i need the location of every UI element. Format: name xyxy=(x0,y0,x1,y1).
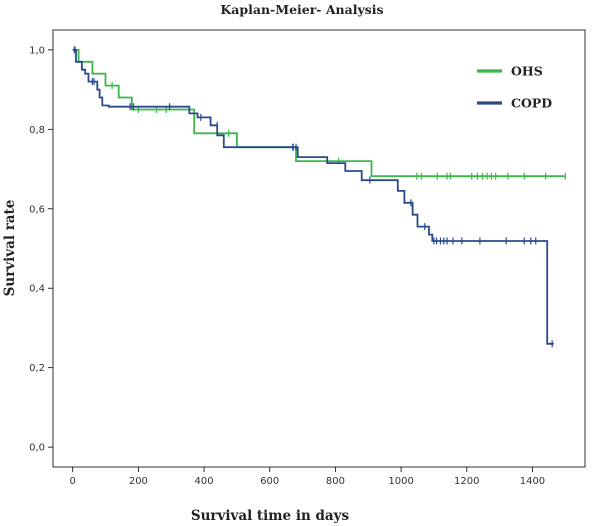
chart-title: Kaplan-Meier- Analysis xyxy=(220,2,383,17)
x-tick-label: 200 xyxy=(129,476,148,487)
legend-label-copd: COPD xyxy=(511,96,552,111)
y-tick-label: 0,4 xyxy=(29,284,45,295)
y-axis-label: Survival rate xyxy=(2,200,18,297)
survival-curve-copd xyxy=(72,49,554,345)
legend-label-ohs: OHS xyxy=(511,64,543,79)
y-tick-label: 0,8 xyxy=(29,125,45,136)
axis-ticks: 0 200 400 600 800 1000 1200 1400 0,0 0,2 0,4 0,6 0,8… xyxy=(29,45,545,487)
series-copd xyxy=(72,46,554,348)
plot-frame xyxy=(52,29,586,468)
y-tick-label: 0,0 xyxy=(29,443,45,454)
y-tick-label: 0,2 xyxy=(29,363,45,374)
y-tick-label: 1,0 xyxy=(29,45,45,56)
legend: OHS COPD xyxy=(477,64,552,111)
x-tick-label: 1200 xyxy=(454,476,479,487)
x-tick-label: 400 xyxy=(195,476,214,487)
x-tick-label: 1400 xyxy=(520,476,545,487)
x-tick-label: 600 xyxy=(260,476,279,487)
x-tick-label: 0 xyxy=(70,476,76,487)
x-tick-label: 1000 xyxy=(388,476,413,487)
x-tick-label: 800 xyxy=(326,476,345,487)
series-group xyxy=(72,46,566,348)
y-tick-label: 0,6 xyxy=(29,204,45,215)
survival-curve-ohs xyxy=(72,49,566,178)
x-axis-label: Survival time in days xyxy=(191,508,350,524)
series-ohs xyxy=(72,46,566,180)
